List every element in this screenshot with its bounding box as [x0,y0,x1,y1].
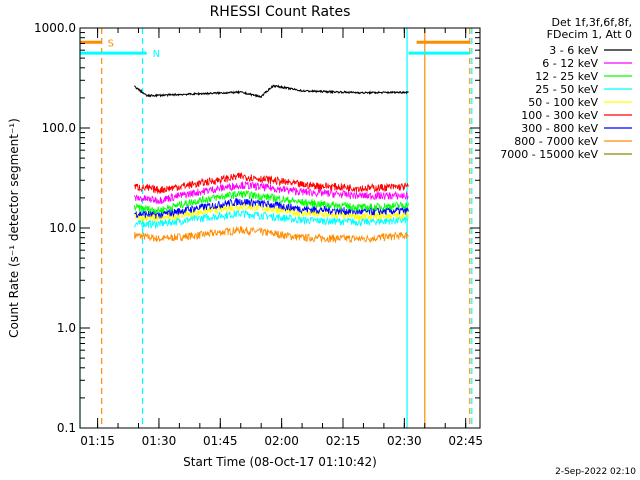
y-tick-label: 10.0 [49,221,76,235]
attenuator-bars: SN [80,38,470,60]
legend-label: 7000 - 15000 keV [500,148,598,161]
legend-header: Det 1f,3f,6f,8f, [551,16,632,29]
series-line [134,180,409,205]
x-tick-label: 01:45 [203,434,238,448]
legend-label: 6 - 12 keV [542,57,598,70]
series-line [134,84,409,99]
y-tick-label: 100.0 [42,121,76,135]
x-tick-label: 01:30 [142,434,177,448]
state-bar-label: S [108,38,114,49]
x-tick-label: 01:15 [80,434,115,448]
y-axis-ticks: 0.1 1.0 10.0 100.0 1000.0 [34,21,480,435]
chart-title: RHESSI Count Rates [210,4,351,20]
legend-header: FDecim 1, Att 0 [547,28,632,41]
series-line [134,189,409,215]
x-tick-label: 02:45 [448,434,483,448]
legend: Det 1f,3f,6f,8f,FDecim 1, Att 0 3 - 6 keV… [500,16,632,161]
x-axis-title: Start Time (08-Oct-17 01:10:42) [183,455,377,469]
legend-label: 100 - 300 keV [521,109,598,122]
y-axis-title: Count Rate (s⁻¹ detector segment⁻¹) [7,118,21,338]
series-line [134,226,409,244]
state-bar-label: N [153,49,160,60]
series-line [134,171,409,194]
legend-label: 50 - 100 keV [528,96,598,109]
series-line [134,208,409,230]
y-tick-label: 1.0 [57,321,76,335]
x-tick-label: 02:30 [387,434,422,448]
y-tick-label: 1000.0 [34,21,76,35]
legend-label: 12 - 25 keV [535,70,598,83]
vertical-markers [79,28,473,428]
timestamp: 2-Sep-2022 02:10 [555,467,636,477]
legend-label: 800 - 7000 keV [514,135,598,148]
legend-label: 300 - 800 keV [521,122,598,135]
x-tick-label: 02:15 [326,434,361,448]
y-tick-label: 0.1 [57,421,76,435]
plot-frame [79,27,481,429]
legend-label: 25 - 50 keV [535,83,598,96]
legend-label: 3 - 6 keV [549,44,598,57]
series-line [134,197,409,219]
x-axis-ticks: 01:15 01:30 01:45 02:00 02:15 02:30 02:45 [80,28,483,448]
series-lines [134,84,409,244]
x-tick-label: 02:00 [264,434,299,448]
